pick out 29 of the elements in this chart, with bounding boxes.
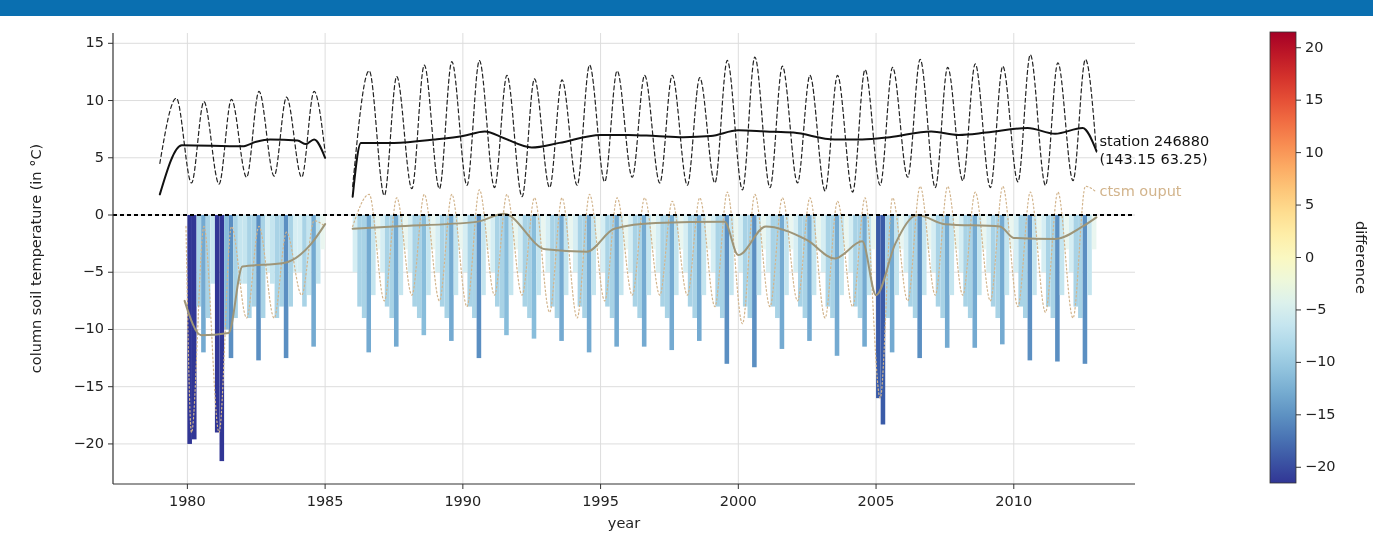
y-tick-label: −5 — [82, 263, 104, 280]
color-bar-title: difference — [1353, 221, 1369, 294]
x-axis-title: year — [607, 515, 641, 531]
y-tick-label: 15 — [85, 34, 104, 51]
x-tick-label: 2005 — [857, 493, 895, 509]
color-bar-label: −15 — [1305, 405, 1336, 422]
y-axis-title: column soil temperature (in °C) — [28, 143, 44, 374]
y-tick-label: −20 — [73, 434, 104, 451]
color-bar-label: 0 — [1305, 248, 1315, 265]
x-tick-label: 2010 — [995, 493, 1033, 509]
series-label: station 246880 (143.15 63.25) — [1099, 132, 1210, 167]
x-tick-label: 1995 — [582, 493, 620, 509]
x-tick-label: 1980 — [168, 493, 206, 509]
color-bar-label: 10 — [1305, 143, 1324, 160]
y-tick-label: −15 — [73, 377, 104, 394]
color-bar-label: 5 — [1305, 196, 1315, 213]
y-tick-label: −10 — [73, 320, 104, 337]
y-tick-label: 5 — [94, 148, 104, 165]
color-bar-label: −5 — [1305, 300, 1327, 317]
x-tick-label: 1990 — [444, 493, 482, 509]
y-tick-label: 10 — [85, 91, 104, 108]
x-tick-label: 2000 — [719, 493, 757, 509]
y-tick-label: 0 — [94, 206, 104, 222]
color-bar-label: −20 — [1305, 458, 1336, 475]
color-bar-label: 15 — [1305, 91, 1324, 108]
series-label: ctsm ouput — [1099, 183, 1182, 200]
color-bar-label: 20 — [1305, 38, 1324, 55]
x-tick-label: 1985 — [306, 493, 344, 509]
color-bar-label: −10 — [1305, 353, 1336, 370]
